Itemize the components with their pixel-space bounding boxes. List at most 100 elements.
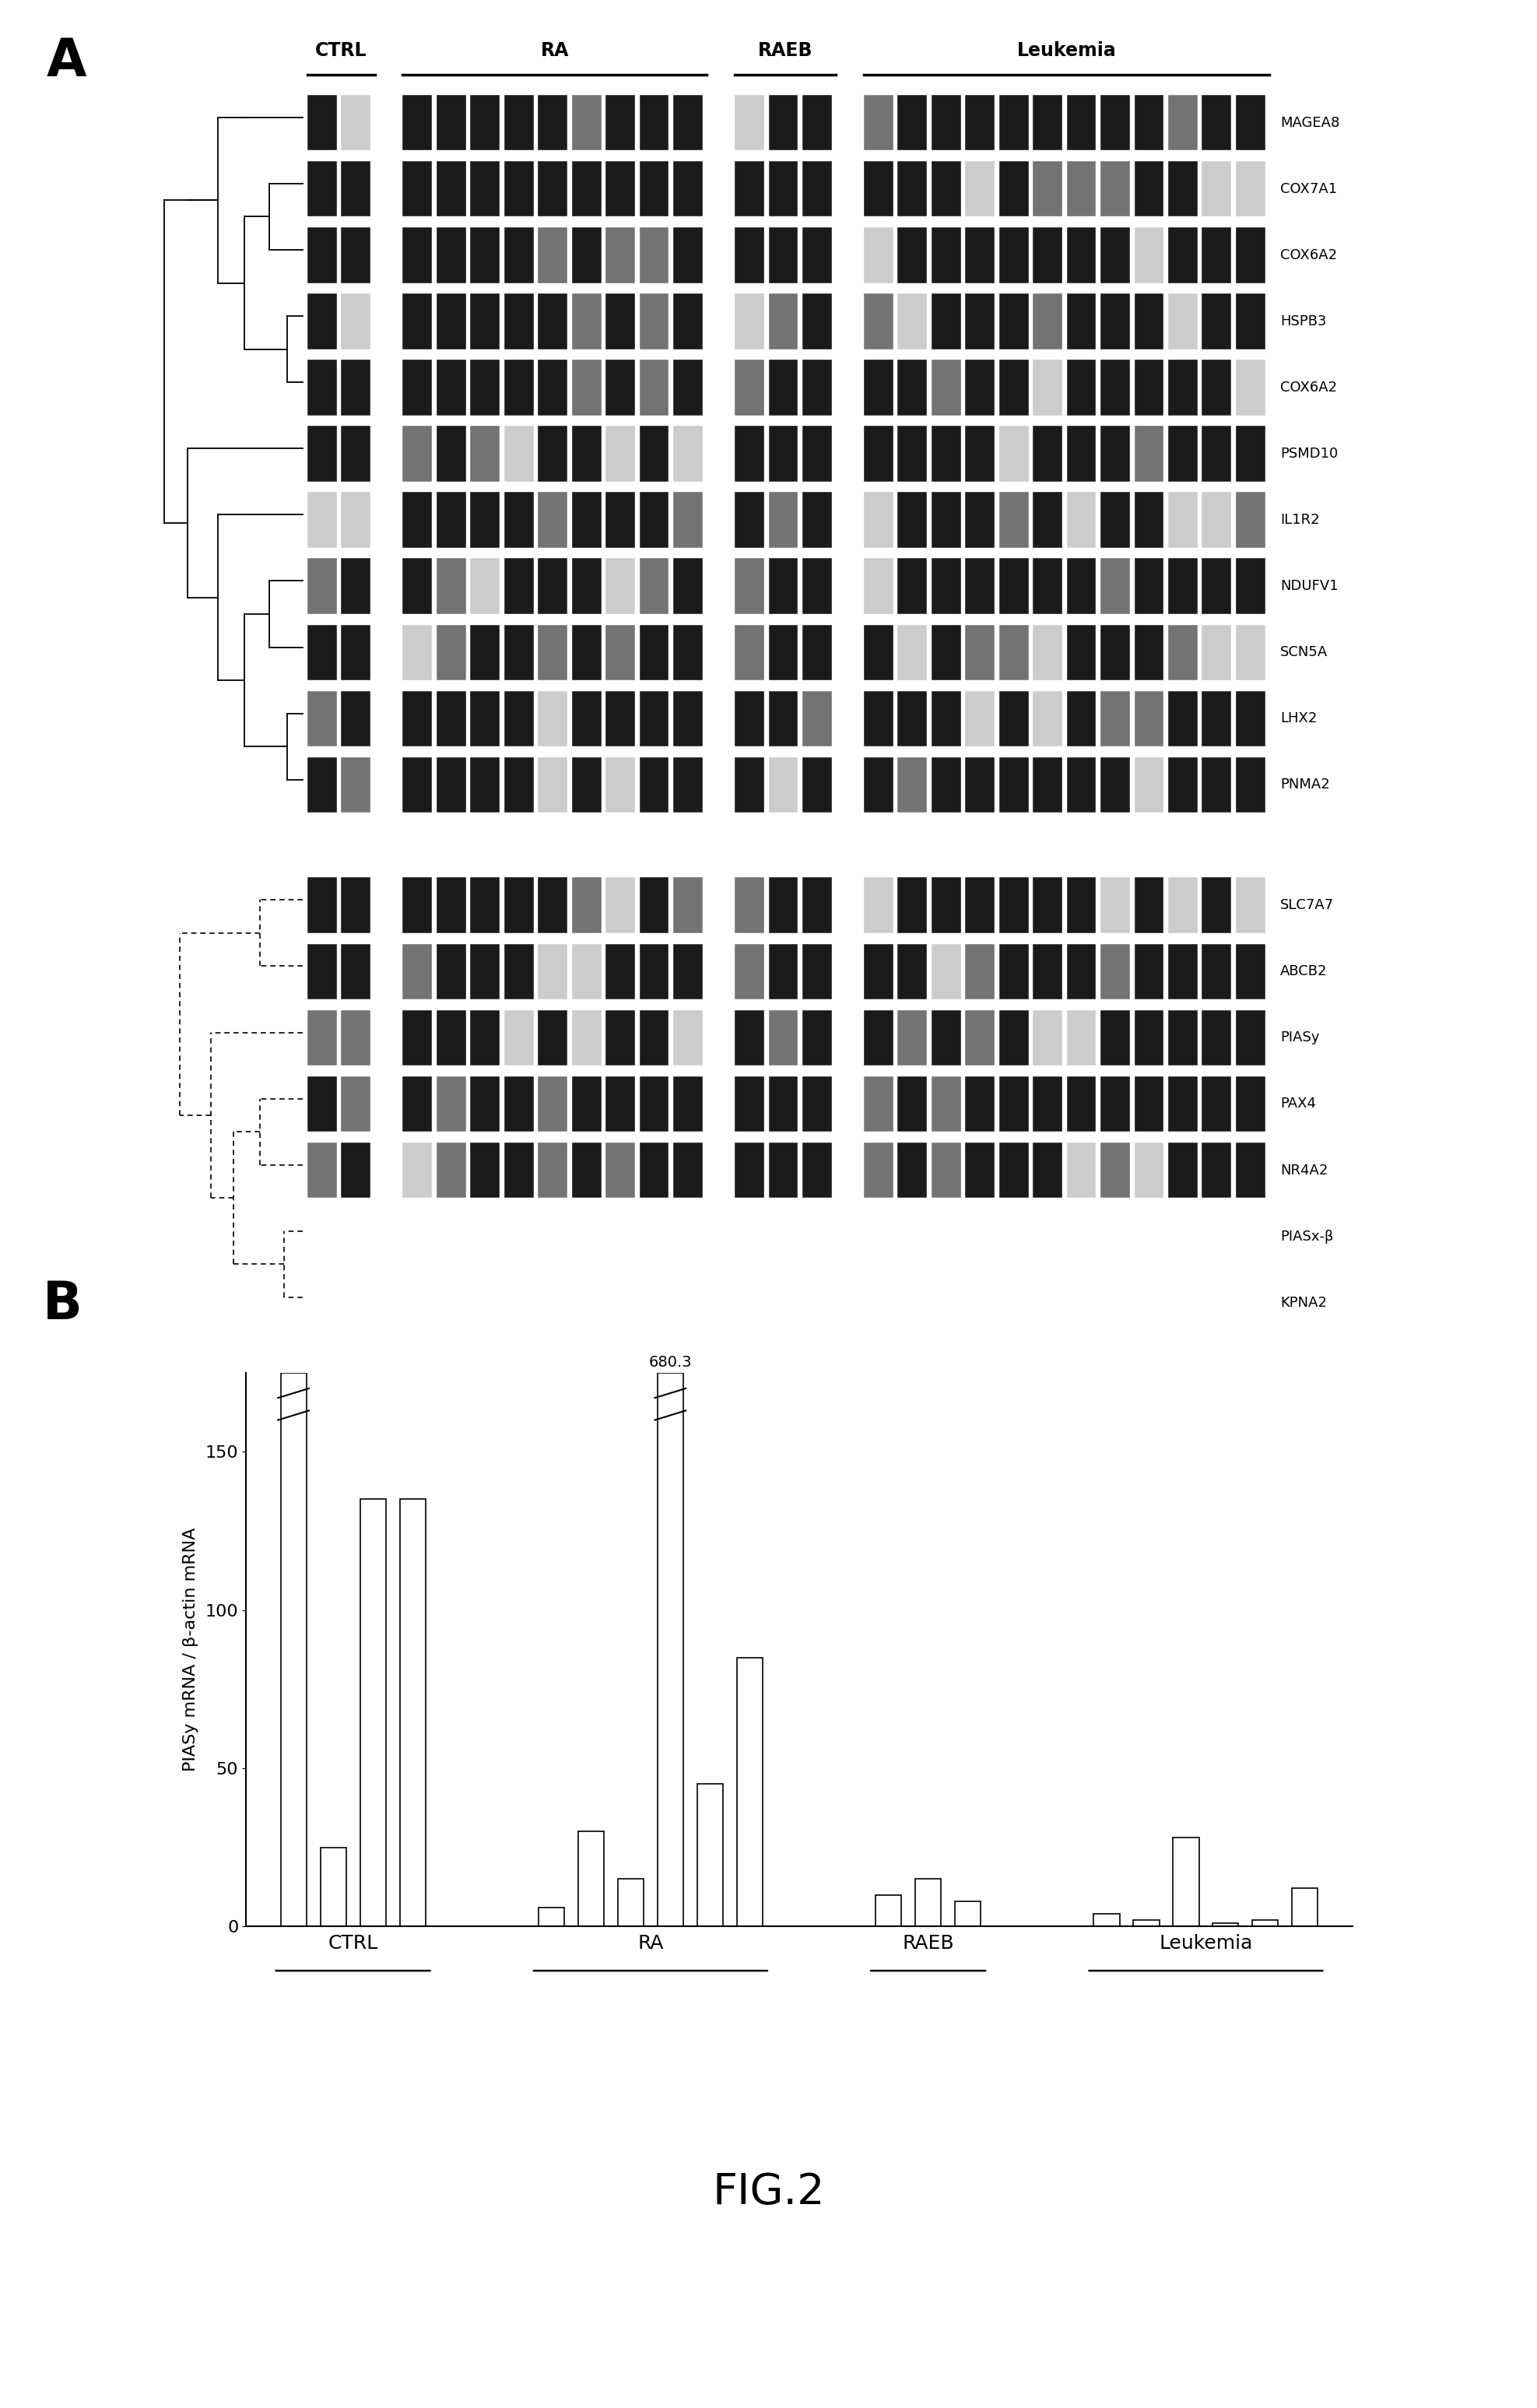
Bar [1134,94,1164,149]
Bar [1100,691,1130,746]
Bar [1033,1274,1062,1329]
Bar [768,294,798,349]
Bar [1100,1009,1130,1064]
Bar [1134,877,1164,932]
Bar [1202,1076,1231,1132]
Bar [470,1274,500,1329]
Bar [1033,1009,1062,1064]
Bar [1033,1076,1062,1132]
Bar [898,491,927,549]
Bar [1067,359,1096,417]
Bar [572,94,601,149]
Bar [504,756,533,814]
Text: PNMA2: PNMA2 [1280,778,1330,792]
Bar [538,877,567,932]
Bar [898,1009,927,1064]
Text: COX6A2: COX6A2 [1280,248,1337,262]
Bar [1100,944,1130,999]
Bar [606,491,635,549]
Bar [735,226,764,284]
Bar [965,877,994,932]
Bar [437,1141,466,1197]
Bar [1236,161,1265,217]
Bar [673,691,702,746]
Bar [307,559,337,614]
Bar [470,359,500,417]
Bar [437,226,466,284]
Bar [1168,559,1197,614]
Bar [639,226,669,284]
Bar [1202,756,1231,814]
Bar [437,359,466,417]
Bar [341,944,370,999]
Bar [965,161,994,217]
Bar [639,294,669,349]
Bar [673,1076,702,1132]
Bar [1100,877,1130,932]
Bar [1134,624,1164,679]
Bar [504,294,533,349]
Bar [470,944,500,999]
Bar [578,1832,604,1926]
Bar [606,94,635,149]
Bar [1168,94,1197,149]
Bar [1168,1141,1197,1197]
Bar [1134,1141,1164,1197]
Bar [1033,161,1062,217]
Bar [898,1141,927,1197]
Bar [802,1274,832,1329]
Bar [965,94,994,149]
Bar [470,1076,500,1132]
Bar [470,426,500,482]
Bar [572,1209,601,1264]
Bar [673,877,702,932]
Bar [341,756,370,814]
Bar [403,691,432,746]
Bar [898,426,927,482]
Bar [307,161,337,217]
Bar [768,559,798,614]
Bar [898,161,927,217]
Bar [864,877,893,932]
Bar [1202,161,1231,217]
Bar [572,1141,601,1197]
Bar [1067,426,1096,482]
Bar [1100,559,1130,614]
Bar [1236,624,1265,679]
Bar [965,1076,994,1132]
Bar [802,877,832,932]
Bar [1033,877,1062,932]
Text: 50: 50 [1259,1394,1280,1409]
Bar [639,94,669,149]
Bar [504,94,533,149]
Text: FIG.2: FIG.2 [712,2172,825,2213]
Bar [768,94,798,149]
Bar [341,426,370,482]
Bar [802,691,832,746]
Bar [931,1141,961,1197]
Bar [437,877,466,932]
Bar [876,1895,901,1926]
Text: PSMD10: PSMD10 [1280,448,1339,460]
Bar [606,756,635,814]
Bar [999,691,1028,746]
Bar [538,1907,564,1926]
Bar [1100,1076,1130,1132]
Bar [1100,359,1130,417]
Bar [673,559,702,614]
Bar [437,559,466,614]
Text: COX7A1: COX7A1 [1280,183,1337,195]
Bar [999,294,1028,349]
Bar [735,294,764,349]
Bar [736,1657,762,1926]
Bar [1202,624,1231,679]
Bar [965,426,994,482]
Bar [572,161,601,217]
Bar [1168,1076,1197,1132]
Bar [1033,226,1062,284]
Bar [572,1274,601,1329]
Bar [1033,691,1062,746]
Bar [470,756,500,814]
Bar [735,1274,764,1329]
Bar [307,691,337,746]
